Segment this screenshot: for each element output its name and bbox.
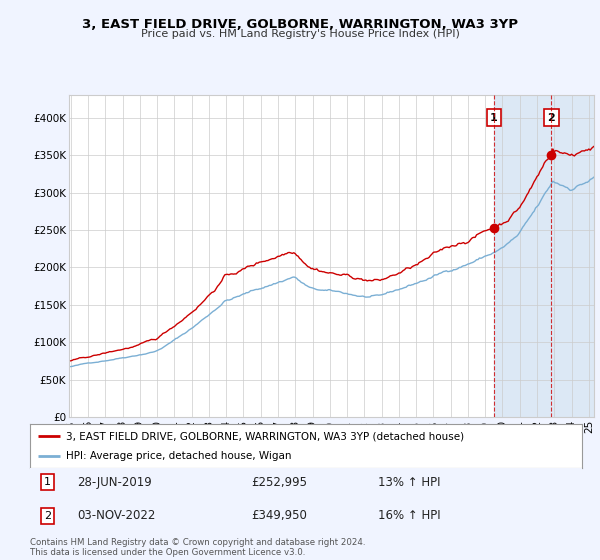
Text: £252,995: £252,995 <box>251 476 307 489</box>
Text: 3, EAST FIELD DRIVE, GOLBORNE, WARRINGTON, WA3 3YP (detached house): 3, EAST FIELD DRIVE, GOLBORNE, WARRINGTO… <box>66 431 464 441</box>
Text: Price paid vs. HM Land Registry's House Price Index (HPI): Price paid vs. HM Land Registry's House … <box>140 29 460 39</box>
Text: HPI: Average price, detached house, Wigan: HPI: Average price, detached house, Wiga… <box>66 451 292 461</box>
Text: Contains HM Land Registry data © Crown copyright and database right 2024.
This d: Contains HM Land Registry data © Crown c… <box>30 538 365 557</box>
Text: 03-NOV-2022: 03-NOV-2022 <box>77 509 155 522</box>
Text: 16% ↑ HPI: 16% ↑ HPI <box>378 509 440 522</box>
Text: 28-JUN-2019: 28-JUN-2019 <box>77 476 152 489</box>
Bar <box>494 95 598 417</box>
Text: 1: 1 <box>44 477 51 487</box>
Text: 13% ↑ HPI: 13% ↑ HPI <box>378 476 440 489</box>
Text: £349,950: £349,950 <box>251 509 307 522</box>
Text: 2: 2 <box>44 511 51 521</box>
Text: 3, EAST FIELD DRIVE, GOLBORNE, WARRINGTON, WA3 3YP: 3, EAST FIELD DRIVE, GOLBORNE, WARRINGTO… <box>82 18 518 31</box>
Text: 2: 2 <box>548 113 555 123</box>
Text: 1: 1 <box>490 113 498 123</box>
